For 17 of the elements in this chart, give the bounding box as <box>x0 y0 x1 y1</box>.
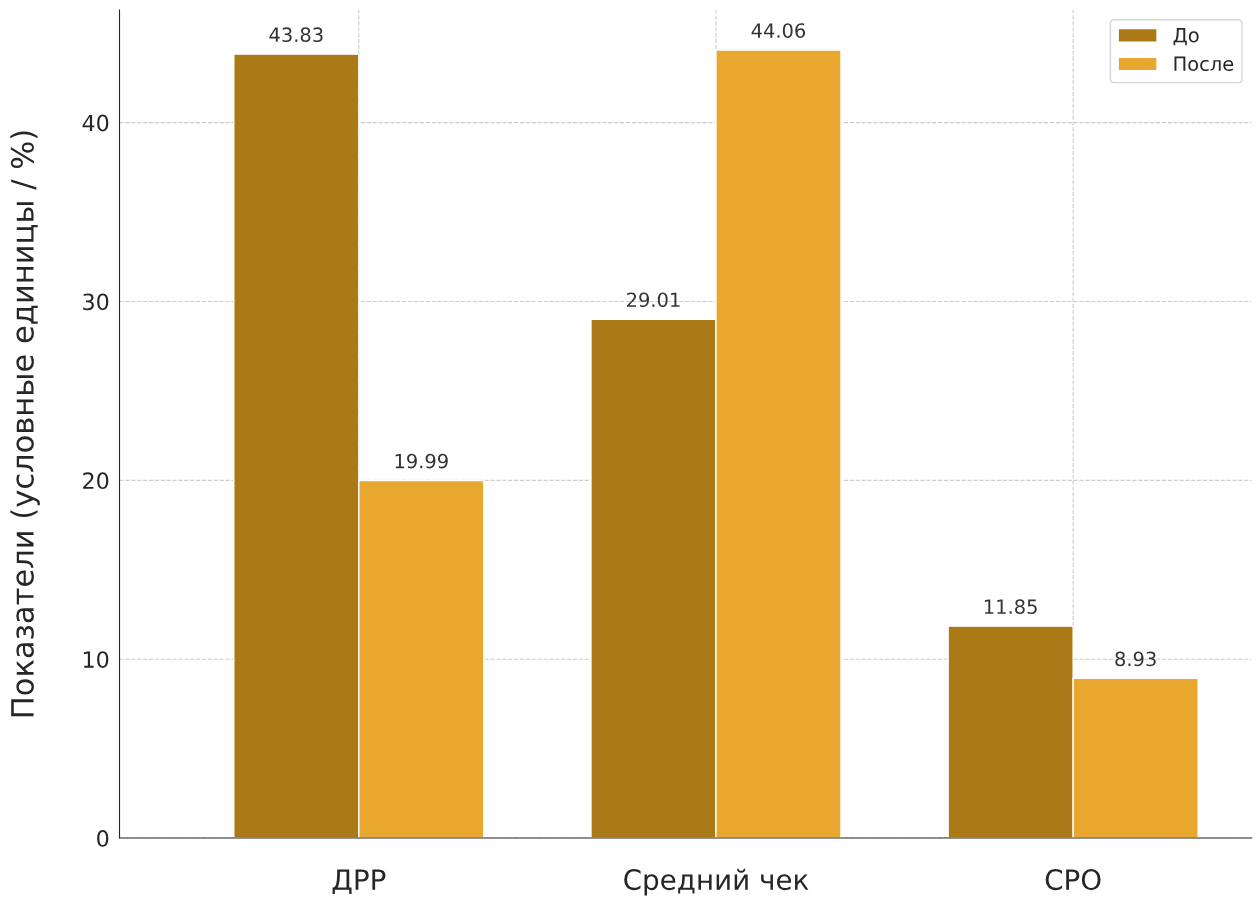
x-tick-label: ДРР <box>332 869 386 895</box>
legend-label: После <box>1174 56 1234 72</box>
data-label: 29.01 <box>627 292 680 308</box>
y-tick-label: 20 <box>83 472 109 490</box>
data-label: 44.06 <box>751 23 806 38</box>
data-label: 19.99 <box>395 453 448 469</box>
data-label: 8.93 <box>1115 651 1156 667</box>
x-tick-label: Средний чек <box>624 868 809 896</box>
y-tick-label: 0 <box>97 830 109 847</box>
y-tick-label: 40 <box>82 114 109 132</box>
legend-label: До <box>1173 28 1199 46</box>
x-tick-label: CPO <box>1045 869 1101 891</box>
data-label: 11.85 <box>984 599 1037 615</box>
y-tick-label: 30 <box>83 293 109 311</box>
y-axis-title: Показатели (условные единицы / %) <box>10 131 40 717</box>
y-tick-label: 10 <box>83 651 109 668</box>
data-label: 43.83 <box>269 27 323 43</box>
